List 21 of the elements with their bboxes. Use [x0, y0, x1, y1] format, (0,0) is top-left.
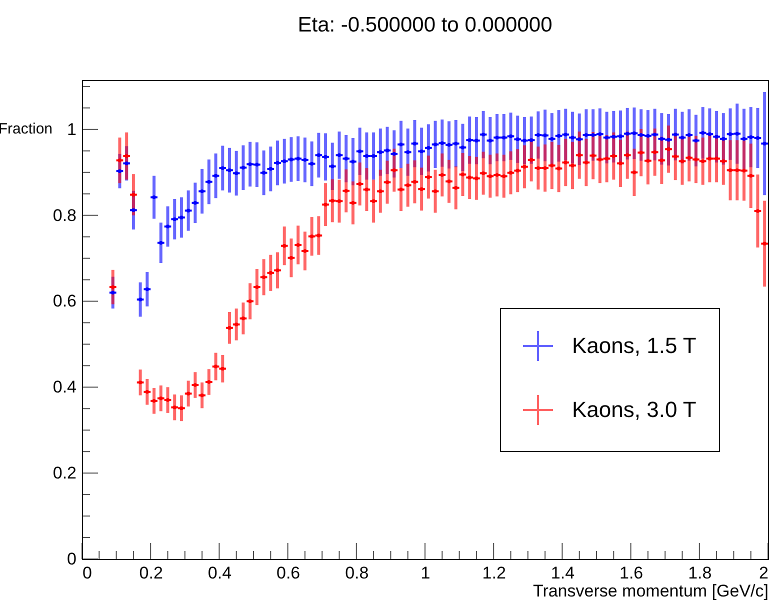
- x-tick-label: 0.6: [276, 564, 300, 582]
- y-tick-label: 0.2: [52, 464, 76, 483]
- y-tick-label: 1: [67, 120, 76, 139]
- y-tick-label: 0.6: [52, 292, 76, 311]
- y-tick-label: 0.8: [52, 206, 76, 225]
- chart-title: Eta: -0.500000 to 0.000000: [298, 13, 552, 36]
- legend-label: Kaons, 1.5 T: [572, 333, 696, 358]
- x-tick-label: 1.2: [482, 564, 506, 582]
- x-tick-label: 0.8: [345, 564, 369, 582]
- y-tick-label: 0.4: [52, 378, 76, 397]
- x-tick-label: 1.8: [688, 564, 712, 582]
- x-tick-label: 0.4: [208, 564, 232, 582]
- x-tick-label: 1: [420, 564, 430, 582]
- y-tick-label: 0: [67, 550, 76, 568]
- x-tick-label: 0.2: [139, 564, 163, 582]
- x-tick-label: 1.4: [550, 564, 575, 582]
- x-tick-label: 2: [759, 564, 768, 582]
- x-tick-label: 1.6: [619, 564, 644, 582]
- x-axis-title: Transverse momentum [GeV/c]: [532, 582, 768, 600]
- x-tick-label: 0: [82, 564, 92, 582]
- legend-label: Kaons, 3.0 T: [572, 397, 696, 422]
